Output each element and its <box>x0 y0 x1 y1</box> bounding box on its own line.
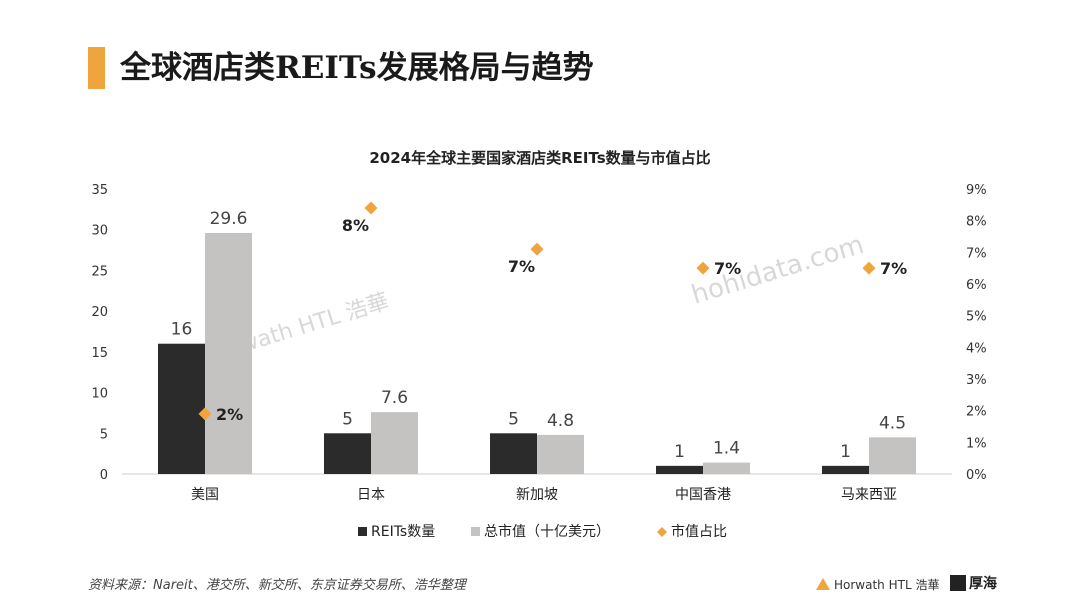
horwath-logo: Horwath HTL 浩華 <box>816 574 939 594</box>
data-label-market-share: 7% <box>714 259 741 278</box>
data-label-reits-count: 1 <box>840 442 851 462</box>
data-label-market-share: 7% <box>880 259 907 278</box>
houhai-logo-text: 厚海 <box>969 576 997 592</box>
bar-market-cap <box>869 437 916 474</box>
slide-title: 全球酒店类REITs发展格局与趋势 <box>120 50 594 86</box>
x-category-label: 新加坡 <box>516 487 558 503</box>
y2-tick-label: 6% <box>966 278 987 293</box>
bar-reits-count <box>324 433 371 474</box>
y-tick-label: 5 <box>100 427 108 442</box>
y2-tick-label: 9% <box>966 183 987 198</box>
y2-tick-label: 7% <box>966 246 987 261</box>
bar-reits-count <box>822 465 869 474</box>
source-note: 资料来源：Nareit、港交所、新交所、东京证券交易所、浩华整理 <box>88 578 466 593</box>
x-category-label: 日本 <box>357 487 385 503</box>
y2-tick-label: 4% <box>966 341 987 356</box>
bar-market-cap <box>537 434 584 474</box>
bar-market-cap <box>371 412 418 474</box>
y2-tick-label: 5% <box>966 310 987 325</box>
bars-layer: 16 29.6 5 7.6 5 4.8 1 1.4 1 4.5 <box>158 209 916 474</box>
point-market-share <box>364 201 378 215</box>
data-label-market-cap: 7.6 <box>381 388 408 408</box>
data-label-market-share: 2% <box>216 405 243 424</box>
points-layer: 2% 8% 7% 7% 7% <box>198 201 907 424</box>
bar-reits-count <box>656 465 703 474</box>
bar-reits-count <box>490 433 537 474</box>
x-category-label: 中国香港 <box>675 487 731 503</box>
chart-title: 2024年全球主要国家酒店类REITs数量与市值占比 <box>369 149 710 167</box>
houhai-logo-icon <box>950 575 966 591</box>
point-market-share <box>198 407 212 421</box>
horwath-triangle-icon <box>816 578 830 590</box>
data-label-market-cap: 1.4 <box>713 439 740 459</box>
y2-tick-label: 1% <box>966 436 987 451</box>
left-axis: 0 5 10 15 20 25 30 35 <box>91 183 108 483</box>
data-label-reits-count: 16 <box>171 320 193 340</box>
data-label-market-cap: 4.5 <box>879 413 906 433</box>
y2-tick-label: 2% <box>966 405 987 420</box>
y-tick-label: 20 <box>91 305 108 320</box>
y2-tick-label: 8% <box>966 215 987 230</box>
y-tick-label: 30 <box>91 224 108 239</box>
data-label-reits-count: 5 <box>508 409 519 429</box>
y-tick-label: 15 <box>91 346 108 361</box>
y-tick-label: 0 <box>100 468 108 483</box>
right-axis: 0% 1% 2% 3% 4% 5% 6% 7% 8% 9% <box>966 183 987 483</box>
data-label-market-share: 8% <box>342 216 369 235</box>
point-market-share <box>696 261 710 275</box>
data-label-market-cap: 29.6 <box>210 209 248 229</box>
data-label-market-share: 7% <box>508 257 535 276</box>
legend-swatch-market-cap <box>471 527 480 536</box>
y-tick-label: 25 <box>91 264 108 279</box>
legend-swatch-market-share <box>657 527 667 537</box>
data-label-reits-count: 5 <box>342 409 353 429</box>
legend-label-market-cap: 总市值（十亿美元） <box>484 523 610 540</box>
data-label-market-cap: 4.8 <box>547 411 574 431</box>
legend-label-market-share: 市值占比 <box>671 523 727 540</box>
horwath-logo-text: Horwath HTL 浩華 <box>834 577 940 592</box>
y-tick-label: 10 <box>91 387 108 402</box>
y2-tick-label: 3% <box>966 373 987 388</box>
legend-swatch-reits-count <box>358 527 367 536</box>
houhai-logo: 厚海 <box>950 573 997 593</box>
point-market-share <box>530 242 544 256</box>
x-category-label: 马来西亚 <box>841 487 897 503</box>
point-market-share <box>862 261 876 275</box>
y-tick-label: 35 <box>91 183 108 198</box>
legend-label-reits-count: REITs数量 <box>371 524 435 540</box>
bar-market-cap <box>703 462 750 474</box>
y2-tick-label: 0% <box>966 468 987 483</box>
data-label-reits-count: 1 <box>674 442 685 462</box>
category-labels: 美国 日本 新加坡 中国香港 马来西亚 <box>191 487 897 503</box>
title-accent-bar <box>88 47 105 89</box>
bar-market-cap <box>205 232 252 474</box>
x-category-label: 美国 <box>191 487 219 503</box>
legend: REITs数量 总市值（十亿美元） 市值占比 <box>358 523 727 540</box>
bar-reits-count <box>158 343 205 474</box>
